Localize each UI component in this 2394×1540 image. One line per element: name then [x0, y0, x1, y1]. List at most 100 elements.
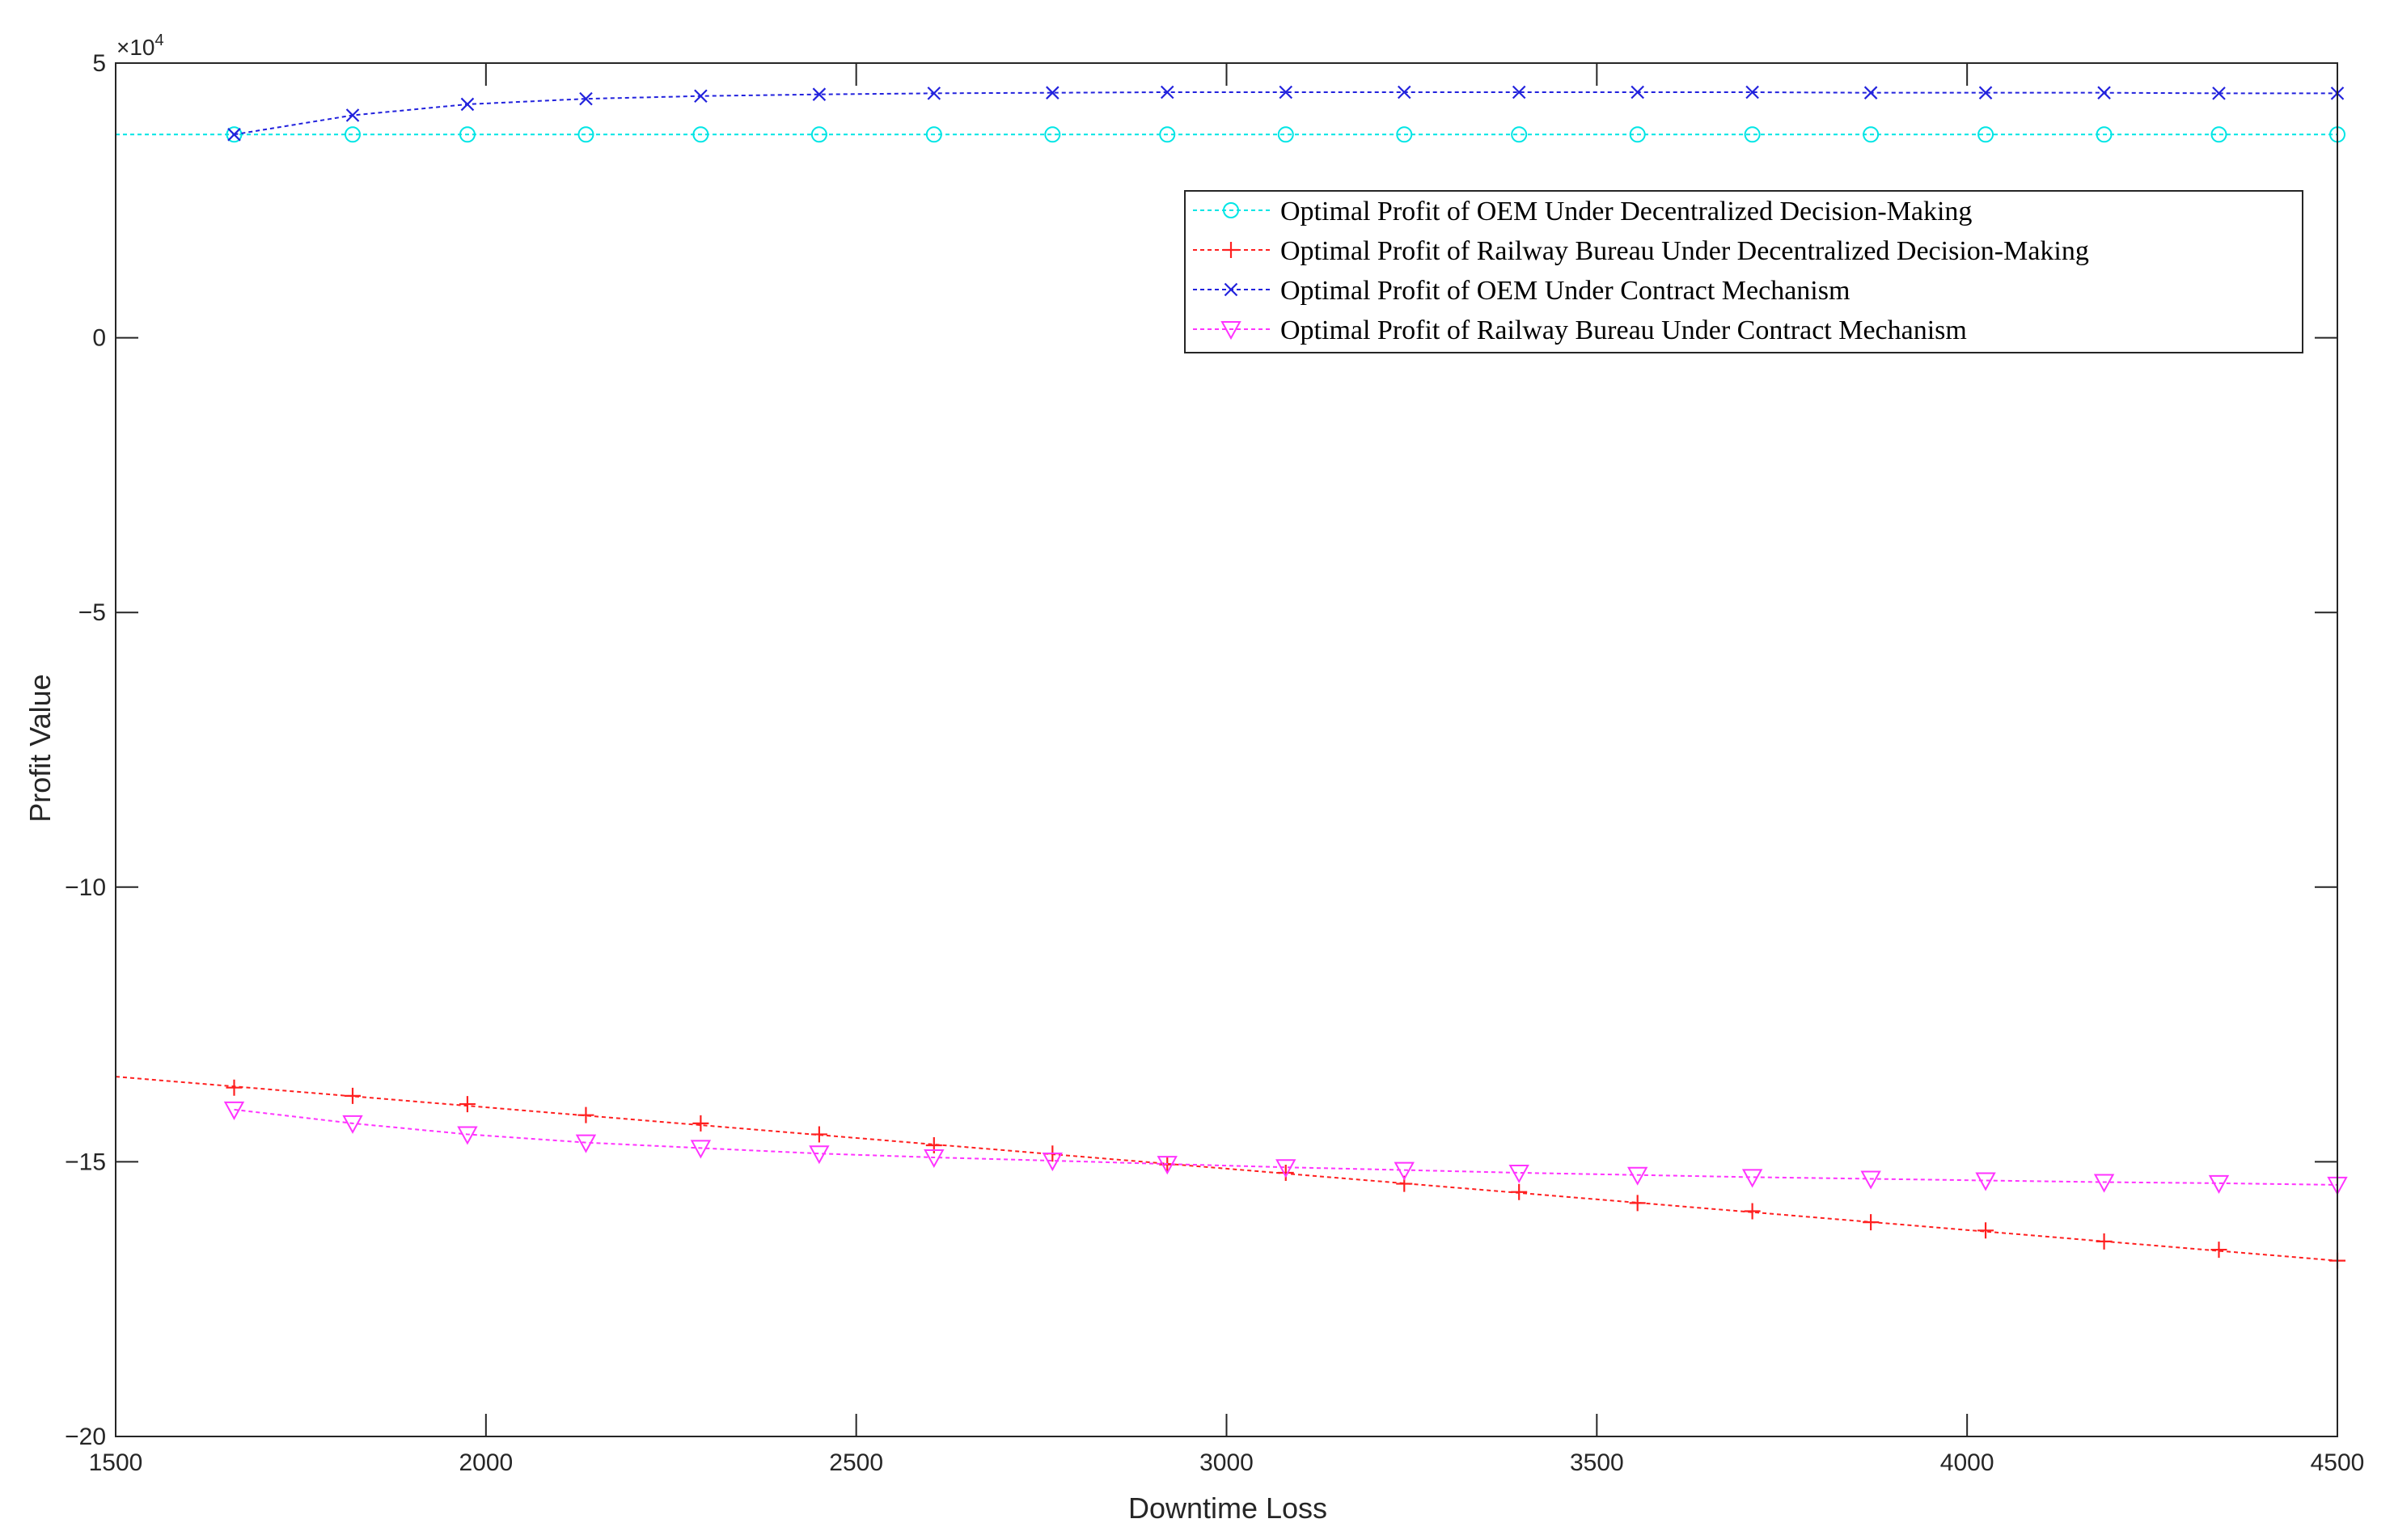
- legend-label: Optimal Profit of Railway Bureau Under D…: [1280, 236, 2089, 266]
- series-4-point: [1157, 1156, 1178, 1175]
- series-4-point: [1042, 1153, 1064, 1172]
- series-2-point: [692, 1115, 709, 1132]
- series-2-point: [1744, 1203, 1761, 1220]
- series-1-point: [1396, 126, 1413, 143]
- series-2-point: [1277, 1164, 1294, 1181]
- y-axis-multiplier-exponent: 4: [155, 32, 164, 49]
- series-3-point: [1978, 86, 1993, 99]
- x-axis-title: Downtime Loss: [1128, 1491, 1327, 1525]
- series-1-point: [2096, 126, 2113, 143]
- series-3-point: [1631, 85, 1644, 99]
- y-tick-label: −5: [78, 599, 106, 626]
- y-tick-label: −10: [65, 874, 106, 901]
- series-4-point: [1508, 1164, 1529, 1184]
- series-2-point: [459, 1096, 476, 1113]
- series-4-point: [1741, 1169, 1763, 1188]
- series-4-point: [809, 1145, 830, 1165]
- series-4-point: [223, 1101, 245, 1120]
- legend-entry-1: Optimal Profit of OEM Under Decentralize…: [1193, 197, 1972, 226]
- series-4-point: [2093, 1174, 2115, 1193]
- x-tick-label: 4000: [1940, 1449, 1994, 1476]
- series-1-point: [810, 126, 827, 143]
- y-axis-multiplier: ×104: [116, 32, 164, 60]
- series-3-point: [460, 97, 475, 112]
- series-1-point: [459, 126, 476, 143]
- legend-marker: [1223, 242, 1239, 258]
- series-2-point: [577, 1106, 594, 1123]
- series-1-point: [2210, 126, 2227, 143]
- x-tick-label: 2000: [459, 1449, 513, 1476]
- series-1-point: [1511, 126, 1528, 143]
- x-tick-label: 3000: [1199, 1449, 1254, 1476]
- series-1-point: [345, 126, 362, 143]
- legend-label: Optimal Profit of OEM Under Contract Mec…: [1280, 276, 1850, 306]
- series-1-point: [226, 126, 243, 143]
- y-tick-label: 0: [92, 325, 106, 352]
- series-2-point: [2096, 1233, 2113, 1250]
- series-1-point: [1744, 126, 1761, 143]
- x-tick-label: 1500: [89, 1449, 143, 1476]
- legend-box: [1184, 190, 2303, 353]
- series-3-point: [2097, 86, 2111, 99]
- series-2-point: [1629, 1195, 1646, 1212]
- series-3-point: [927, 87, 941, 100]
- series-3-point: [1160, 85, 1174, 99]
- series-1-point: [1629, 126, 1646, 143]
- series-1-point: [692, 126, 709, 143]
- legend-entry-4: Optimal Profit of Railway Bureau Under C…: [1193, 315, 1967, 345]
- series-4: [223, 1101, 2348, 1196]
- series-2-point: [226, 1079, 243, 1096]
- legend-entry-3: Optimal Profit of OEM Under Contract Mec…: [1193, 276, 1850, 306]
- series-1-point: [1044, 126, 1061, 143]
- series-3-point: [227, 128, 241, 142]
- legend-marker: [1220, 321, 1241, 341]
- series-2-point: [1977, 1222, 1994, 1239]
- series-3-point: [2212, 87, 2226, 100]
- series-1-point: [1159, 126, 1176, 143]
- series-2-point: [1511, 1183, 1528, 1200]
- series-1-point: [1277, 126, 1294, 143]
- series-3-point: [1046, 86, 1060, 99]
- series-4-point: [1275, 1159, 1296, 1178]
- series-2: [115, 1076, 2345, 1269]
- x-tick-label: 4500: [2311, 1449, 2365, 1476]
- legend-label: Optimal Profit of OEM Under Decentralize…: [1280, 197, 1972, 226]
- series-3-point: [579, 91, 593, 106]
- series-1: [116, 126, 2345, 143]
- series-2-point: [810, 1126, 827, 1143]
- series-3-point: [1397, 85, 1411, 99]
- series-4-point: [1394, 1161, 1415, 1181]
- series-4-point: [457, 1126, 478, 1145]
- series-2-point: [2210, 1242, 2227, 1259]
- series-line-4: [234, 1108, 2338, 1186]
- series-4-point: [1627, 1166, 1648, 1186]
- series-3-point: [1279, 85, 1293, 99]
- series-4-point: [1860, 1170, 1881, 1190]
- legend: Optimal Profit of OEM Under Decentralize…: [1184, 190, 2303, 353]
- legend-entry-2: Optimal Profit of Railway Bureau Under D…: [1193, 236, 2089, 266]
- series-4-point: [924, 1149, 945, 1169]
- series-layer: [115, 85, 2348, 1269]
- y-tick-label: −15: [65, 1149, 106, 1175]
- axes-layer: 1500 2000 2500 3000 3500 4000 4500 5 0 −5 −10 −15 −2…: [65, 50, 2364, 1476]
- y-tick-label: 5: [92, 50, 106, 77]
- series-3-point: [1863, 86, 1878, 99]
- series-3-point: [694, 89, 708, 104]
- series-4-point: [342, 1115, 363, 1134]
- series-3-point: [812, 87, 827, 101]
- y-axis-title: Profit Value: [23, 674, 57, 822]
- series-4-point: [575, 1134, 597, 1153]
- y-tick-label: −20: [65, 1424, 106, 1450]
- series-3-point: [1745, 85, 1759, 99]
- x-tick-label: 3500: [1570, 1449, 1624, 1476]
- series-1-point: [577, 126, 594, 143]
- legend-marker: [1224, 282, 1238, 297]
- series-1-point: [925, 126, 942, 143]
- series-3-point: [1512, 85, 1526, 99]
- legend-marker: [1223, 202, 1239, 218]
- series-4-point: [690, 1140, 712, 1159]
- legend-label: Optimal Profit of Railway Bureau Under C…: [1280, 315, 1967, 345]
- series-3: [227, 85, 2345, 142]
- series-3-point: [345, 108, 360, 122]
